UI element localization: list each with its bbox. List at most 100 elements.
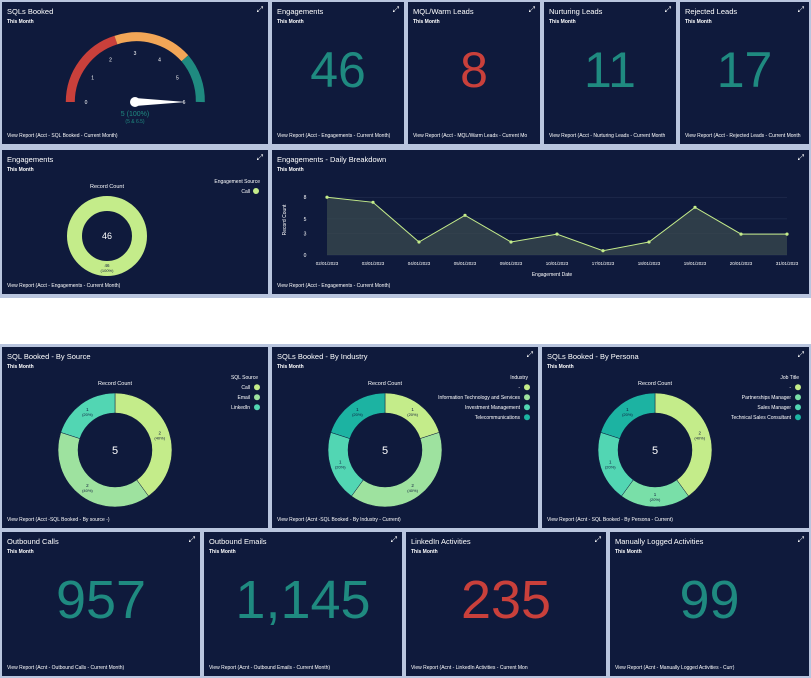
y-tick-label: 3: [304, 231, 307, 237]
legend-item-swatch: [795, 384, 801, 391]
view-report-link[interactable]: View Report (Acct - Engagements - Curren…: [277, 133, 391, 139]
legend-item-label: -: [789, 385, 791, 391]
daily-breakdown-card: Engagements - Daily Breakdown This Month…: [272, 150, 809, 294]
slice-pct: (40%): [82, 488, 93, 493]
sql-by-persona-donut: Record Count2(40%)1(20%)1(20%)1(20%)5Job…: [597, 375, 801, 508]
view-report-link[interactable]: View Report (Acnt - SQL Booked - By Pers…: [547, 517, 673, 523]
kpi-value: 99: [679, 570, 740, 630]
view-report-link[interactable]: View Report (Acct - Rejected Leads - Cur…: [685, 133, 801, 139]
card-title: SQL Booked - By Source: [7, 352, 91, 361]
data-point[interactable]: [509, 240, 513, 244]
view-report-link[interactable]: View Report (Acnt - Manually Logged Acti…: [615, 665, 735, 671]
slice-label: 1: [626, 407, 629, 412]
slice-label: 1: [86, 407, 89, 412]
data-point[interactable]: [463, 213, 467, 217]
legend-item-swatch: [795, 414, 801, 421]
view-report-link[interactable]: View Report (Acnt -SQL Booked - By Indus…: [277, 517, 401, 523]
gauge-tick-label: 4: [158, 58, 161, 64]
view-report-link[interactable]: View Report (Acnt - Outbound Emails - Cu…: [209, 665, 331, 671]
expand-icon[interactable]: ⤢: [797, 535, 804, 544]
data-point[interactable]: [601, 249, 605, 253]
slice-pct: (20%): [622, 412, 633, 417]
kpi-card-manually-logged: Manually Logged Activities This Month ⤢ …: [610, 532, 809, 676]
expand-icon[interactable]: ⤢: [390, 535, 397, 544]
x-axis-label: Engagement Date: [532, 272, 573, 278]
slice-pct: (40%): [407, 488, 418, 493]
expand-icon[interactable]: ⤢: [528, 5, 535, 14]
gauge-tick-label: 5: [176, 76, 179, 82]
card-subtitle: This Month: [615, 549, 642, 555]
kpi-card-nurturing-leads: Nurturing Leads This Month ⤢ 11 View Rep…: [544, 2, 676, 144]
data-point[interactable]: [647, 240, 651, 244]
donut-slice[interactable]: [351, 432, 443, 508]
legend-item-swatch: [524, 414, 530, 421]
legend-title: SQL Source: [231, 375, 258, 381]
slice-pct: (20%): [82, 412, 93, 417]
donut-slice[interactable]: [654, 392, 713, 497]
engagements-donut-chart: Record Count 46 46 (100%) Engagement Sou…: [67, 179, 260, 276]
view-report-link[interactable]: View Report (Acct - Engagements - Curren…: [277, 283, 391, 289]
kpi-card-engagements: Engagements This Month ⤢ 46 View Report …: [272, 2, 404, 144]
donut-slice[interactable]: [600, 392, 656, 439]
sqls-booked-gauge-card: SQLs Booked This Month ⤢ 0 1 2 3 4 5 6 5 (100%…: [2, 2, 268, 144]
card-title: Engagements: [277, 7, 324, 16]
donut-slice-pct: (100%): [101, 268, 115, 273]
y-axis-label: Record Count: [282, 204, 288, 235]
donut-slice-call: [67, 196, 147, 276]
expand-icon[interactable]: ⤢: [526, 350, 533, 359]
card-subtitle: This Month: [549, 19, 576, 25]
view-report-link[interactable]: View Report (Acct - MQL/Warm Leads - Cur…: [413, 133, 528, 139]
data-point[interactable]: [739, 232, 743, 236]
donut-slice-label: 46: [104, 263, 110, 268]
data-point[interactable]: [555, 232, 559, 236]
legend-item-label: Technical Sales Consultant: [731, 415, 792, 421]
expand-icon[interactable]: ⤢: [188, 535, 195, 544]
kpi-value: 17: [716, 42, 773, 98]
kpi-value: 957: [55, 570, 147, 630]
expand-icon[interactable]: ⤢: [797, 350, 804, 359]
expand-icon[interactable]: ⤢: [256, 153, 263, 162]
expand-icon[interactable]: ⤢: [594, 535, 601, 544]
donut-slice[interactable]: [57, 432, 149, 508]
legend-item-swatch: [524, 394, 530, 401]
donut-slice[interactable]: [330, 392, 386, 439]
card-subtitle: This Month: [7, 364, 34, 370]
expand-icon[interactable]: ⤢: [797, 153, 804, 162]
card-subtitle: This Month: [7, 549, 34, 555]
expand-icon[interactable]: ⤢: [664, 5, 671, 14]
view-report-link[interactable]: View Report (Acct - Nurturing Leads - Cu…: [549, 133, 666, 139]
sql-by-industry-donut: Record Count1(20%)2(40%)1(20%)1(20%)5Ind…: [327, 375, 530, 508]
card-subtitle: This Month: [277, 167, 304, 173]
slice-pct: (20%): [352, 412, 363, 417]
kpi-card-outbound-calls: Outbound Calls This Month ⤢ 957 View Rep…: [2, 532, 200, 676]
expand-icon[interactable]: ⤢: [797, 5, 804, 14]
data-point[interactable]: [371, 200, 375, 204]
view-report-link[interactable]: View Report (Acnt - Outbound Calls - Cur…: [7, 665, 125, 671]
x-tick-label: 31/01/2023: [776, 261, 799, 266]
gauge-needle: [135, 98, 186, 106]
donut-slice[interactable]: [114, 392, 173, 497]
legend-item-label: LinkedIn: [231, 405, 250, 411]
gauge-teal-band: [181, 55, 205, 103]
legend-item-swatch: [795, 394, 801, 401]
data-point[interactable]: [785, 232, 789, 236]
view-report-link[interactable]: View Report (Acct -SQL Booked - By sourc…: [7, 517, 110, 523]
data-point[interactable]: [417, 240, 421, 244]
expand-icon[interactable]: ⤢: [392, 5, 399, 14]
view-report-link[interactable]: View Report (Acct - SQL Booked - Current…: [7, 133, 118, 139]
card-subtitle: This Month: [209, 549, 236, 555]
x-tick-label: 03/01/2023: [362, 261, 385, 266]
data-point[interactable]: [693, 205, 697, 209]
slice-pct: (20%): [605, 465, 616, 470]
view-report-link[interactable]: View Report (Acct - Engagements - Curren…: [7, 283, 121, 289]
gauge-target: (5 & 6.5): [125, 119, 145, 125]
data-point[interactable]: [325, 195, 329, 199]
legend-title: Job Title: [780, 375, 799, 381]
view-report-link[interactable]: View Report (Acnt - LinkedIn Activities …: [411, 665, 528, 671]
legend-item-label: Sales Manager: [757, 405, 791, 411]
kpi-card-outbound-emails: Outbound Emails This Month ⤢ 1,145 View …: [204, 532, 402, 676]
donut-center-value: 5: [112, 445, 118, 457]
donut-slice[interactable]: [60, 392, 116, 439]
expand-icon[interactable]: ⤢: [256, 5, 263, 14]
